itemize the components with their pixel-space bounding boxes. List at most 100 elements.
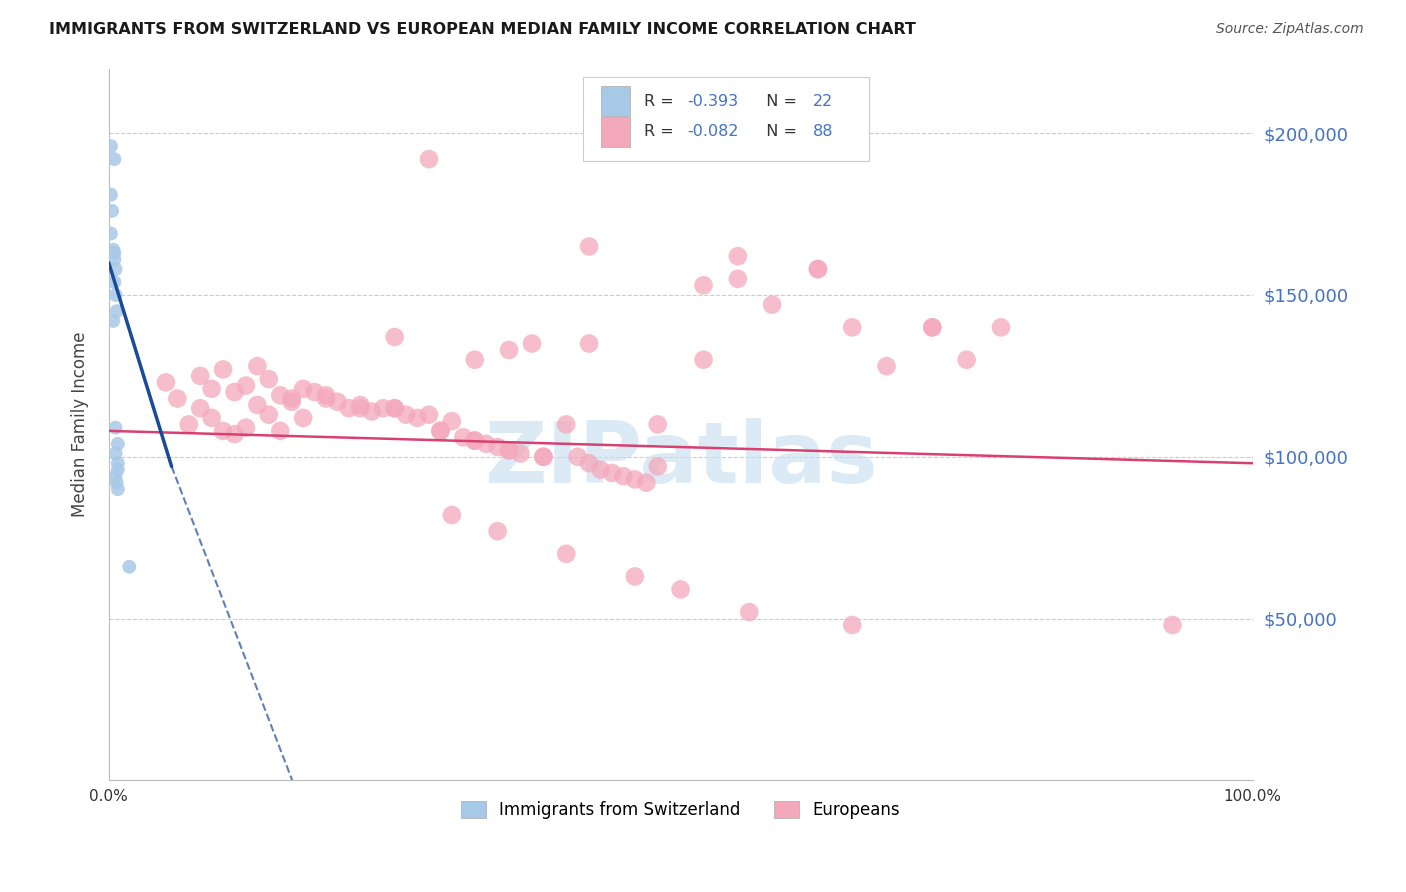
Point bbox=[280, 394, 302, 409]
Point bbox=[349, 398, 371, 412]
Point bbox=[201, 382, 224, 396]
Text: -0.082: -0.082 bbox=[688, 124, 740, 139]
Point bbox=[100, 187, 122, 202]
Point bbox=[104, 420, 127, 434]
Point bbox=[464, 352, 486, 367]
Point bbox=[807, 262, 830, 277]
Point bbox=[373, 401, 395, 416]
Point bbox=[509, 446, 531, 460]
Point bbox=[257, 408, 280, 422]
Point bbox=[384, 401, 406, 416]
Point bbox=[990, 320, 1012, 334]
Point bbox=[440, 508, 463, 522]
Point bbox=[921, 320, 943, 334]
Point bbox=[429, 424, 451, 438]
Point bbox=[188, 401, 211, 416]
Point bbox=[269, 424, 291, 438]
Point bbox=[360, 404, 382, 418]
Point bbox=[269, 388, 291, 402]
Point bbox=[841, 618, 863, 632]
Point bbox=[224, 385, 246, 400]
Point bbox=[807, 262, 830, 277]
Text: R =: R = bbox=[644, 94, 679, 109]
Point bbox=[955, 352, 977, 367]
Point bbox=[103, 314, 125, 328]
Point bbox=[103, 252, 125, 267]
Point bbox=[104, 469, 127, 483]
Point bbox=[692, 278, 714, 293]
Point bbox=[326, 394, 349, 409]
Point bbox=[212, 424, 235, 438]
Point bbox=[315, 388, 337, 402]
Point bbox=[103, 275, 125, 289]
Point bbox=[475, 437, 498, 451]
Point bbox=[246, 359, 269, 374]
Point bbox=[429, 424, 451, 438]
Point bbox=[304, 385, 326, 400]
Point bbox=[555, 547, 578, 561]
Point bbox=[727, 272, 749, 286]
Point bbox=[531, 450, 554, 464]
Point bbox=[101, 203, 124, 218]
Point bbox=[177, 417, 200, 432]
Text: N =: N = bbox=[756, 94, 803, 109]
Point bbox=[292, 382, 315, 396]
Text: ZIPatlas: ZIPatlas bbox=[484, 418, 877, 501]
Point bbox=[440, 414, 463, 428]
Point bbox=[235, 420, 257, 434]
Point bbox=[188, 368, 211, 383]
Point bbox=[292, 411, 315, 425]
Y-axis label: Median Family Income: Median Family Income bbox=[72, 332, 89, 517]
Point bbox=[464, 434, 486, 448]
Point bbox=[578, 336, 600, 351]
Point bbox=[246, 398, 269, 412]
Point bbox=[104, 262, 127, 277]
Text: -0.393: -0.393 bbox=[688, 94, 738, 109]
Point bbox=[531, 450, 554, 464]
Point bbox=[103, 243, 125, 257]
Point bbox=[418, 408, 440, 422]
Point bbox=[876, 359, 898, 374]
Legend: Immigrants from Switzerland, Europeans: Immigrants from Switzerland, Europeans bbox=[454, 794, 907, 825]
Point bbox=[486, 440, 509, 454]
Point bbox=[280, 392, 302, 406]
Point bbox=[636, 475, 658, 490]
Text: 22: 22 bbox=[813, 94, 834, 109]
Point bbox=[406, 411, 429, 425]
Point bbox=[105, 475, 128, 490]
Point bbox=[418, 152, 440, 166]
Point bbox=[107, 437, 129, 451]
Point bbox=[257, 372, 280, 386]
Point bbox=[567, 450, 589, 464]
Point bbox=[118, 559, 141, 574]
Point bbox=[600, 466, 623, 480]
Point bbox=[103, 152, 125, 166]
Point bbox=[155, 376, 177, 390]
Text: IMMIGRANTS FROM SWITZERLAND VS EUROPEAN MEDIAN FAMILY INCOME CORRELATION CHART: IMMIGRANTS FROM SWITZERLAND VS EUROPEAN … bbox=[49, 22, 917, 37]
Point bbox=[612, 469, 634, 483]
Point bbox=[1161, 618, 1184, 632]
FancyBboxPatch shape bbox=[600, 87, 630, 116]
Point bbox=[100, 139, 122, 153]
Point bbox=[841, 320, 863, 334]
Point bbox=[486, 524, 509, 538]
Point bbox=[384, 330, 406, 344]
Point bbox=[624, 569, 647, 583]
Point bbox=[727, 249, 749, 263]
Point bbox=[738, 605, 761, 619]
Point bbox=[107, 456, 129, 470]
Text: R =: R = bbox=[644, 124, 679, 139]
Point bbox=[166, 392, 188, 406]
Point bbox=[224, 427, 246, 442]
Point bbox=[589, 463, 612, 477]
Point bbox=[349, 401, 371, 416]
Point bbox=[315, 392, 337, 406]
Point bbox=[384, 401, 406, 416]
Point bbox=[105, 304, 128, 318]
Point bbox=[498, 443, 520, 458]
FancyBboxPatch shape bbox=[583, 77, 869, 161]
Point bbox=[107, 482, 129, 496]
Point bbox=[647, 417, 669, 432]
Point bbox=[100, 227, 122, 241]
Point bbox=[201, 411, 224, 425]
